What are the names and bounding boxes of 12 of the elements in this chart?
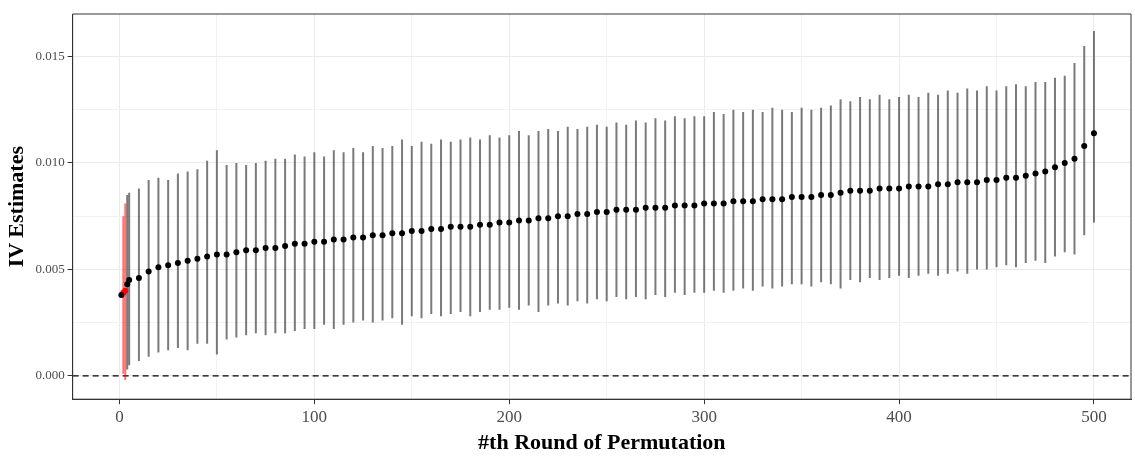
x-tick-label: 0 (115, 406, 124, 426)
x-tick-label: 200 (496, 406, 522, 426)
y-tick-label: 0.000 (35, 367, 65, 383)
x-tick-label: 400 (886, 406, 912, 426)
y-tick-label: 0.015 (35, 47, 65, 63)
x-tick-label: 100 (301, 406, 328, 426)
y-axis-title: IV Estimates (2, 145, 28, 268)
x-tick-label: 300 (691, 406, 717, 426)
x-tick-label: 500 (1081, 406, 1107, 426)
y-tick-label: 0.010 (35, 154, 65, 170)
x-axis-title: #th Round of Permutation (478, 429, 726, 455)
y-tick-label: 0.005 (35, 260, 65, 276)
